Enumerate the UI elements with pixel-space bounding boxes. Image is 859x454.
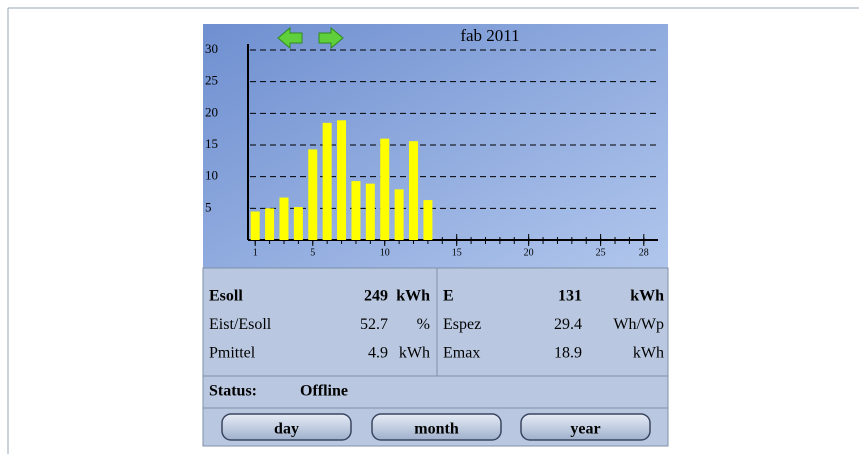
x-tick-label: 1 bbox=[253, 247, 258, 258]
button-label: year bbox=[570, 421, 600, 438]
x-tick-label: 25 bbox=[596, 247, 606, 258]
bar bbox=[337, 120, 347, 240]
stat-value: 29.4 bbox=[554, 316, 582, 333]
bar bbox=[380, 138, 390, 240]
x-tick-label: 28 bbox=[639, 247, 649, 258]
x-tick-label: 10 bbox=[380, 247, 390, 258]
y-tick-label: 15 bbox=[205, 136, 218, 151]
next-arrow[interactable] bbox=[318, 26, 344, 50]
bar bbox=[279, 197, 289, 240]
status-bar bbox=[202, 375, 669, 409]
stat-label: E bbox=[443, 288, 454, 305]
stat-value: 131 bbox=[558, 288, 582, 305]
status-label: Status: bbox=[209, 383, 257, 400]
bar bbox=[293, 207, 303, 240]
bar bbox=[365, 183, 375, 240]
button-label: month bbox=[414, 421, 459, 438]
x-tick-label: 15 bbox=[452, 247, 462, 258]
x-tick-label: 20 bbox=[524, 247, 534, 258]
prev-arrow[interactable] bbox=[277, 26, 303, 50]
y-tick-label: 5 bbox=[205, 199, 212, 214]
x-tick-label: 5 bbox=[310, 247, 315, 258]
stat-label: Pmittel bbox=[209, 345, 256, 362]
bar bbox=[351, 181, 361, 240]
chart-title: fab 2011 bbox=[460, 26, 519, 45]
bar bbox=[308, 149, 318, 240]
button-face bbox=[221, 413, 352, 441]
bar bbox=[394, 189, 404, 240]
bar bbox=[423, 200, 433, 240]
button-face bbox=[371, 413, 502, 441]
stats-panel bbox=[202, 267, 669, 377]
stat-label: Esoll bbox=[209, 288, 243, 305]
stat-unit: kWh bbox=[396, 288, 430, 305]
status-value: Offline bbox=[300, 383, 348, 400]
y-tick-label: 10 bbox=[205, 168, 218, 183]
stat-unit: Wh/Wp bbox=[613, 316, 664, 333]
y-tick-label: 30 bbox=[205, 41, 218, 56]
stat-value: 4.9 bbox=[368, 345, 388, 362]
button-label: day bbox=[274, 421, 299, 438]
button-face bbox=[520, 413, 651, 441]
bar bbox=[409, 141, 419, 240]
bar bbox=[322, 122, 332, 240]
stat-label: Eist/Esoll bbox=[209, 316, 272, 333]
nav-button[interactable]: month bbox=[371, 413, 502, 441]
stat-unit: kWh bbox=[399, 345, 430, 362]
nav-button[interactable]: year bbox=[520, 413, 651, 441]
stat-value: 52.7 bbox=[360, 316, 388, 333]
stat-unit: kWh bbox=[633, 345, 664, 362]
bar bbox=[265, 208, 275, 240]
stat-label: Emax bbox=[443, 345, 480, 362]
stat-label: Espez bbox=[443, 316, 481, 333]
stat-value: 18.9 bbox=[554, 345, 582, 362]
nav-button[interactable]: day bbox=[221, 413, 352, 441]
y-tick-label: 20 bbox=[205, 104, 218, 119]
stat-unit: % bbox=[417, 316, 430, 333]
stat-value: 249 bbox=[364, 288, 388, 305]
bar bbox=[250, 211, 260, 240]
stat-unit: kWh bbox=[630, 288, 664, 305]
y-tick-label: 25 bbox=[205, 73, 218, 88]
